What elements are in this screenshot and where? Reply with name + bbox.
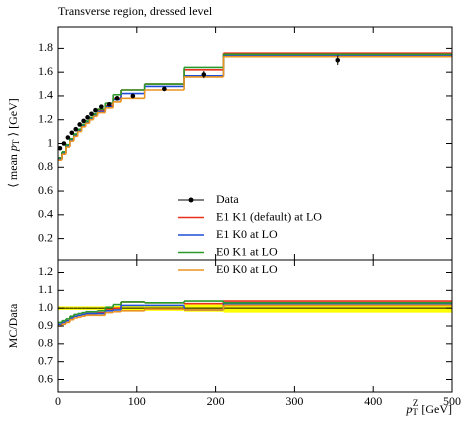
label-part: T bbox=[11, 139, 21, 145]
y-tick-label: 0.6 bbox=[38, 183, 53, 197]
data-point bbox=[57, 145, 63, 151]
y-axis-label: MC/Data bbox=[6, 303, 20, 348]
data-point bbox=[69, 130, 75, 136]
y-axis-label: ⟨ mean pT ⟩ [GeV] bbox=[6, 98, 21, 188]
plot-frame bbox=[57, 259, 453, 393]
data-point bbox=[73, 126, 79, 132]
y-tick-label: 0.2 bbox=[38, 230, 53, 244]
data-point bbox=[61, 141, 67, 146]
label-part: Z bbox=[413, 398, 419, 408]
y-tick-label: 0.4 bbox=[38, 207, 53, 221]
y-tick-label: 0.6 bbox=[38, 371, 53, 385]
data-point bbox=[106, 101, 112, 107]
y-tick-label: 1.1 bbox=[38, 282, 53, 296]
legend-label: E1 K1 (default) at LO bbox=[216, 209, 322, 223]
data-point bbox=[130, 93, 136, 99]
chart-title: Transverse region, dressed level bbox=[58, 4, 213, 18]
x-axis-label: pTZ [GeV] bbox=[405, 398, 452, 417]
data-point bbox=[77, 122, 82, 127]
x-tick-label: 200 bbox=[207, 394, 225, 408]
legend-marker bbox=[188, 197, 194, 203]
data-point bbox=[335, 57, 341, 63]
y-tick-label: 1.0 bbox=[38, 300, 53, 314]
y-tick-label: 1.4 bbox=[38, 88, 53, 102]
x-tick-label: 500 bbox=[443, 394, 461, 408]
label-part: T bbox=[412, 407, 418, 417]
label-part: ⟩ [GeV] bbox=[6, 98, 20, 139]
y-tick-label: 0.9 bbox=[38, 318, 53, 332]
y-tick-label: 1 bbox=[47, 135, 53, 149]
plot-layer bbox=[58, 52, 452, 327]
x-tick-label: 0 bbox=[55, 394, 61, 408]
data-point bbox=[201, 72, 207, 77]
x-tick-label: 400 bbox=[364, 394, 382, 408]
legend-label: Data bbox=[216, 192, 239, 206]
y-tick-label: 1.2 bbox=[38, 111, 53, 125]
legend-label: E0 K1 at LO bbox=[216, 244, 278, 258]
data-point bbox=[85, 115, 90, 120]
legend-label: E1 K0 at LO bbox=[216, 227, 278, 241]
data-point bbox=[99, 104, 104, 109]
x-tick-label: 100 bbox=[128, 394, 146, 408]
data-point bbox=[93, 107, 98, 113]
y-tick-label: 0.8 bbox=[38, 159, 53, 173]
data-point bbox=[114, 96, 120, 101]
y-tick-label: 0.7 bbox=[38, 353, 53, 367]
data-point bbox=[81, 118, 86, 124]
label-part: [GeV] bbox=[418, 402, 452, 416]
label-part: p bbox=[405, 402, 412, 416]
y-tick-label: 1.6 bbox=[38, 64, 53, 78]
label-part: p bbox=[6, 145, 20, 152]
y-tick-label: 1.8 bbox=[38, 40, 53, 54]
data-point bbox=[89, 111, 94, 117]
legend-label: E0 K0 at LO bbox=[216, 262, 278, 276]
data-point bbox=[162, 86, 167, 92]
data-point bbox=[65, 135, 71, 140]
label-part: ⟨ mean bbox=[6, 151, 20, 188]
plot-layer: 0.2 0.4 0.6 0.8 1 1.2 1.4 1.6 1.8 Data E1 K1 (defa… bbox=[38, 26, 461, 408]
plot-frame bbox=[57, 26, 453, 261]
y-tick-label: 0.8 bbox=[38, 336, 53, 350]
y-tick-label: 1.2 bbox=[38, 264, 53, 278]
x-tick-label: 300 bbox=[285, 394, 303, 408]
